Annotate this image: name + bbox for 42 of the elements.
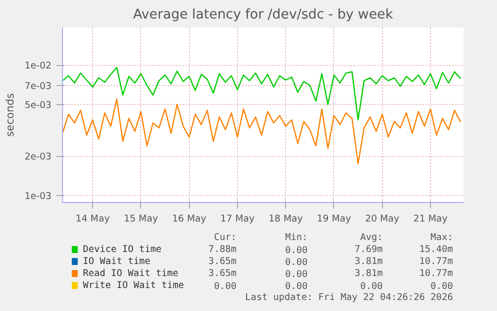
y-axis-title: seconds [4, 92, 17, 137]
text: 15.40m [419, 244, 454, 255]
text: 0.00 [214, 281, 237, 292]
legend-label: Write IO Wait time [82, 280, 184, 291]
x-tick-label: 14 May [76, 214, 110, 224]
x-tick-label: 15 May [124, 214, 158, 224]
text: 7.88m [208, 244, 237, 255]
text: 0.00 [285, 257, 308, 268]
text: 3.81m [354, 268, 384, 279]
legend-label: Device IO time [82, 244, 162, 255]
x-tick-label: 20 May [365, 214, 400, 224]
x-tick-label: 18 May [268, 214, 304, 224]
text: Last update: Fri May 22 04:26:26 2026 [245, 292, 454, 303]
text: Avg: [360, 232, 383, 243]
text: 3.81m [354, 256, 384, 267]
y-tick-label: 1e-02 [24, 60, 52, 72]
text: Min: [285, 232, 308, 243]
y-tick-label: 2e-03 [24, 152, 52, 163]
y-tick-label: 1e-03 [24, 190, 52, 202]
text: 0.00 [285, 281, 308, 292]
chart-title: Average latency for /dev/sdc - by week [133, 8, 394, 22]
text: 7.69m [354, 244, 384, 255]
line-series [62, 66, 462, 120]
text: 10.77m [419, 268, 454, 279]
text: 0.00 [285, 269, 308, 280]
text: 3.65m [208, 268, 237, 279]
x-tick-label: 17 May [220, 214, 255, 224]
text: 0.00 [360, 281, 384, 292]
legend-label: IO Wait time [82, 256, 151, 267]
x-tick-label: 19 May [316, 214, 352, 224]
x-tick-label: 16 May [172, 214, 207, 224]
y-tick-label: 7e-03 [24, 80, 52, 92]
legend-label: Read IO Wait time [82, 268, 179, 279]
text: 0.00 [430, 281, 454, 292]
y-tick-label: 5e-03 [24, 100, 52, 111]
line-series [62, 98, 462, 164]
text: 0.00 [285, 245, 308, 256]
text: 3.65m [208, 256, 237, 267]
text: Max: [430, 232, 453, 243]
text: Cur: [214, 232, 237, 243]
x-tick-label: 21 May [413, 214, 448, 224]
text: 10.77m [419, 256, 454, 267]
